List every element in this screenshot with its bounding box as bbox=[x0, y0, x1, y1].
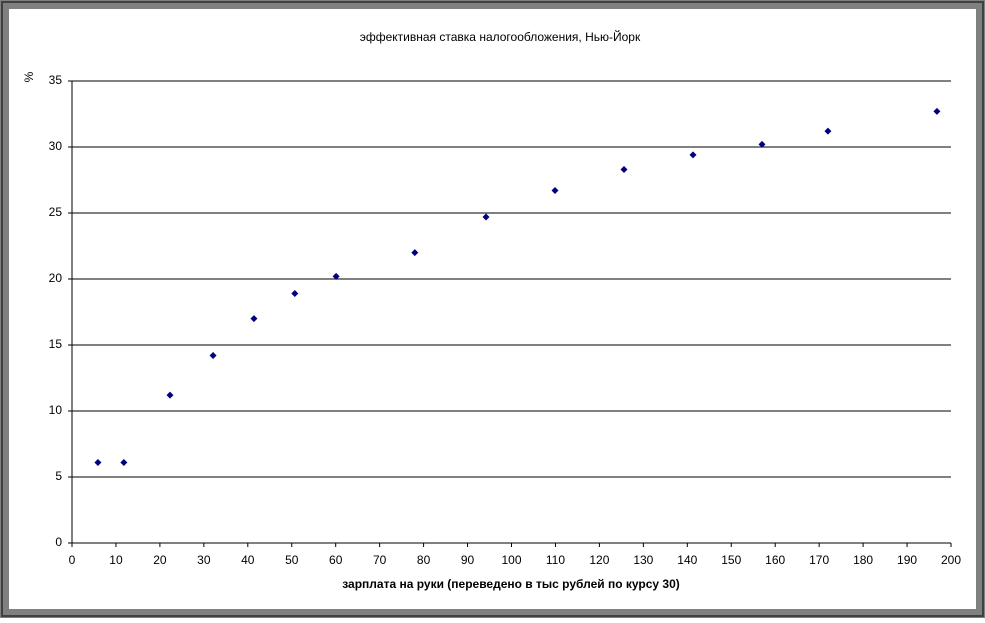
x-tick-label: 120 bbox=[589, 553, 609, 567]
y-axis-label: % bbox=[22, 71, 36, 82]
marker bbox=[824, 127, 832, 135]
marker bbox=[94, 458, 102, 466]
x-tick-label: 30 bbox=[197, 553, 211, 567]
marker bbox=[689, 151, 697, 159]
y-tick-label: 10 bbox=[49, 403, 63, 417]
x-tick-label: 200 bbox=[941, 553, 961, 567]
x-tick-label: 160 bbox=[765, 553, 785, 567]
x-axis-label: зарплата на руки (переведено в тыс рубле… bbox=[342, 577, 680, 591]
y-tick-label: 5 bbox=[55, 469, 62, 483]
marker bbox=[482, 213, 490, 221]
y-tick-label: 25 bbox=[49, 205, 63, 219]
x-tick-label: 150 bbox=[721, 553, 741, 567]
x-tick-label: 60 bbox=[329, 553, 343, 567]
marker bbox=[758, 140, 766, 148]
x-tick-label: 20 bbox=[153, 553, 167, 567]
x-tick-label: 90 bbox=[461, 553, 475, 567]
marker bbox=[933, 107, 941, 115]
y-tick-label: 35 bbox=[49, 73, 63, 87]
marker bbox=[332, 272, 340, 280]
x-tick-label: 10 bbox=[109, 553, 123, 567]
x-tick-label: 180 bbox=[853, 553, 873, 567]
marker bbox=[209, 352, 217, 360]
marker bbox=[620, 165, 628, 173]
x-tick-label: 140 bbox=[677, 553, 697, 567]
y-tick-label: 20 bbox=[49, 271, 63, 285]
marker bbox=[411, 249, 419, 257]
x-tick-label: 110 bbox=[546, 553, 565, 567]
x-tick-label: 50 bbox=[285, 553, 299, 567]
x-tick-label: 130 bbox=[633, 553, 653, 567]
y-tick-label: 30 bbox=[49, 139, 63, 153]
marker bbox=[120, 458, 128, 466]
x-tick-label: 170 bbox=[809, 553, 829, 567]
marker bbox=[551, 187, 559, 195]
x-tick-label: 40 bbox=[241, 553, 255, 567]
chart-title: эффективная ставка налогообложения, Нью-… bbox=[360, 29, 641, 44]
x-tick-label: 100 bbox=[501, 553, 521, 567]
x-tick-label: 70 bbox=[373, 553, 387, 567]
x-tick-label: 80 bbox=[417, 553, 431, 567]
marker bbox=[291, 290, 299, 298]
x-tick-label: 0 bbox=[69, 553, 76, 567]
y-tick-label: 15 bbox=[49, 337, 63, 351]
marker bbox=[250, 315, 258, 323]
x-tick-label: 190 bbox=[897, 553, 917, 567]
marker bbox=[166, 391, 174, 399]
chart-area bbox=[9, 9, 976, 609]
y-tick-label: 0 bbox=[55, 535, 62, 549]
